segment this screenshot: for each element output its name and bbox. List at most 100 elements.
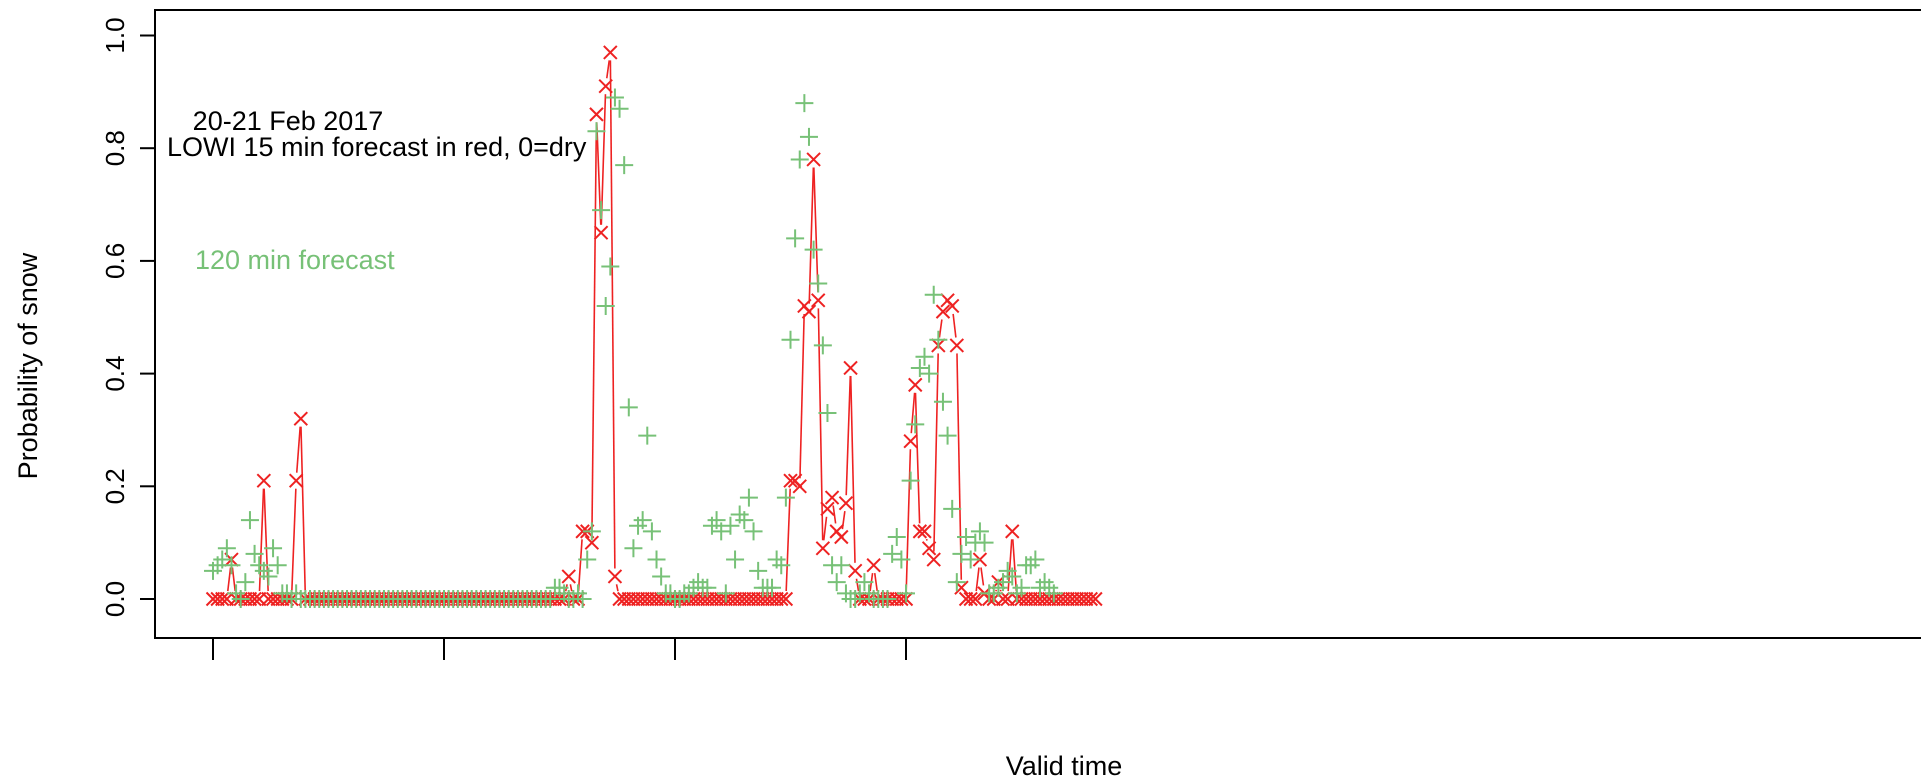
green-point xyxy=(268,556,287,575)
green-point xyxy=(213,550,232,569)
green-point xyxy=(259,567,278,586)
green-point xyxy=(924,285,943,304)
series-line-segment xyxy=(905,449,912,592)
green-point xyxy=(933,392,952,411)
green-point xyxy=(222,556,241,575)
series-line-segment xyxy=(295,426,301,473)
red-point xyxy=(912,524,928,539)
series-line-segment xyxy=(914,392,921,524)
green-point xyxy=(698,578,717,597)
green-point xyxy=(615,156,634,175)
red-point xyxy=(866,557,881,573)
red-point xyxy=(949,338,965,353)
red-point xyxy=(838,495,854,511)
green-point xyxy=(1012,578,1031,597)
red-point xyxy=(811,293,826,308)
green-point xyxy=(947,573,966,592)
red-point xyxy=(824,490,840,505)
red-point xyxy=(847,563,863,579)
y-axis: 0.0 0.2 0.4 0.6 0.8 1.0 xyxy=(100,17,155,617)
green-point xyxy=(786,229,805,248)
green-point xyxy=(619,398,638,417)
green-point xyxy=(790,150,809,169)
green-series-markers xyxy=(204,88,1063,608)
series-line-segment xyxy=(226,567,232,592)
red-point xyxy=(843,360,858,376)
red-point xyxy=(917,524,932,539)
red-point xyxy=(972,552,988,567)
green-point xyxy=(813,336,832,355)
series-line-segment xyxy=(609,60,616,569)
red-point xyxy=(215,591,230,607)
green-point xyxy=(1044,584,1063,603)
red-point xyxy=(1088,591,1103,607)
green-point xyxy=(799,127,818,146)
series-line-segment xyxy=(813,167,819,293)
red-point xyxy=(1005,524,1020,539)
red-point xyxy=(607,569,623,584)
series-line-segment xyxy=(938,319,943,338)
annotation-date: 20-21 Feb 2017 xyxy=(193,106,384,136)
green-point xyxy=(929,330,948,349)
green-point xyxy=(716,584,735,603)
red-point xyxy=(575,524,590,539)
green-point xyxy=(809,274,828,293)
series-line-segment xyxy=(933,353,939,552)
red-point xyxy=(944,298,960,314)
red-point xyxy=(589,107,604,122)
green-point xyxy=(920,364,939,383)
series-line-segment xyxy=(952,313,957,338)
series-line-segment xyxy=(873,573,878,592)
green-point xyxy=(772,556,791,575)
red-point xyxy=(593,225,609,240)
green-point xyxy=(887,528,906,547)
green-point xyxy=(642,522,661,541)
green-point xyxy=(712,522,731,541)
series-line-segment xyxy=(980,567,985,586)
red-point xyxy=(598,79,613,94)
green-point xyxy=(910,358,929,377)
y-axis-label: Probability of snow xyxy=(13,252,43,479)
red-point xyxy=(778,591,794,607)
series-line-segment xyxy=(910,392,916,434)
red-point xyxy=(926,552,941,567)
red-point xyxy=(1083,591,1099,607)
green-point xyxy=(749,561,768,580)
green-point xyxy=(970,522,989,541)
green-point xyxy=(601,257,620,276)
red-point xyxy=(903,434,918,449)
series-line-segment xyxy=(808,167,815,304)
green-point xyxy=(240,511,259,530)
series-line-segment xyxy=(615,584,619,592)
series-line-segment xyxy=(291,488,297,592)
red-point xyxy=(584,535,600,550)
green-point xyxy=(832,556,851,575)
red-point xyxy=(792,479,807,494)
series-line-segment xyxy=(845,375,852,496)
green-point xyxy=(763,578,782,597)
annotation-red-note: LOWI 15 min forecast in red, 0=dry xyxy=(167,132,587,162)
green-point xyxy=(582,522,601,541)
red-point xyxy=(293,411,308,426)
green-point xyxy=(541,590,560,608)
green-point xyxy=(633,511,652,530)
green-point xyxy=(975,533,994,552)
green-point xyxy=(952,544,971,563)
green-point xyxy=(776,488,795,507)
red-point xyxy=(834,529,849,545)
red-point xyxy=(820,501,835,517)
red-point xyxy=(774,591,789,607)
green-point xyxy=(573,590,592,608)
series-line-segment xyxy=(591,122,598,535)
green-point xyxy=(795,94,814,113)
series-line-segment xyxy=(785,488,791,592)
green-point xyxy=(587,122,606,141)
red-point xyxy=(603,45,618,60)
green-point xyxy=(739,488,758,507)
series-line-segment xyxy=(300,426,306,592)
green-point xyxy=(897,584,915,603)
green-point xyxy=(707,511,726,530)
y-tick-label: 0.0 xyxy=(100,581,130,617)
x-axis xyxy=(212,637,1921,660)
